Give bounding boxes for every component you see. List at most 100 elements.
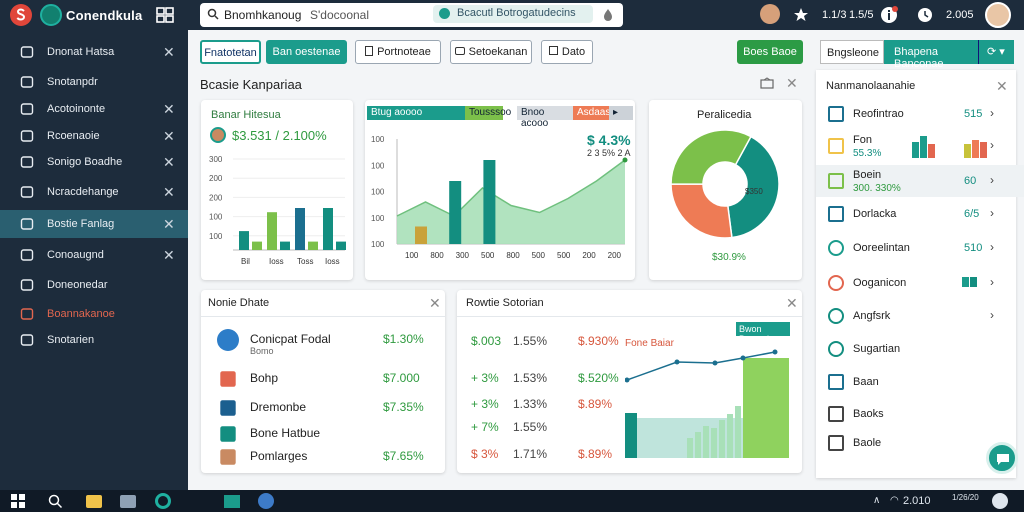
legend-chip-1[interactable]: Btug aoooo	[367, 106, 465, 120]
avatar-icon	[217, 329, 239, 351]
primary-action-button[interactable]: Boes Baoe	[737, 40, 803, 64]
data-point	[622, 157, 628, 163]
folder-icon[interactable]	[86, 495, 102, 508]
cell-rate: 1.33%	[513, 397, 548, 411]
notification-icon[interactable]	[992, 493, 1008, 509]
close-icon[interactable]: ✕	[163, 44, 175, 60]
calendar-icon[interactable]	[224, 495, 240, 508]
panel-row-5[interactable]: Ooreelintan 510 ›	[816, 232, 1024, 264]
search-icon[interactable]	[47, 493, 63, 509]
chevron-right-icon[interactable]: ›	[990, 138, 994, 152]
grid-icon[interactable]	[156, 6, 174, 24]
panel-row-8[interactable]: Sugartian	[816, 333, 1024, 365]
chevron-right-icon[interactable]: ›	[990, 106, 994, 120]
sidebar-item-4[interactable]: Rcoenaoie ✕	[0, 122, 188, 150]
close-icon[interactable]: ✕	[163, 216, 175, 232]
search-filter-chip[interactable]: Bcacutl Botrogatudecins	[433, 5, 593, 23]
close-stats-right-icon[interactable]: ✕	[786, 295, 798, 311]
sidebar-item-11[interactable]: Snotarien	[0, 326, 188, 354]
calendar-icon	[548, 46, 558, 55]
panel-row-11[interactable]: Baole	[816, 427, 1024, 459]
logo-icon[interactable]	[10, 4, 32, 26]
sidebar-item-1[interactable]: Dnonat Hatsa ✕	[0, 38, 188, 66]
toolbar-button-5[interactable]: Dato	[541, 40, 593, 64]
close-section-icon[interactable]: ✕	[786, 75, 798, 91]
toolbar-button-1[interactable]: Fnatotetan	[200, 40, 261, 64]
panel-row-10[interactable]: Baoks	[816, 398, 1024, 430]
panel-row-9[interactable]: Baan	[816, 366, 1024, 398]
list-item[interactable]: Bone Hatbue	[201, 424, 445, 448]
user-avatar[interactable]	[985, 2, 1011, 28]
close-panel-icon[interactable]: ✕	[996, 78, 1008, 94]
close-icon[interactable]: ✕	[163, 184, 175, 200]
close-icon[interactable]: ✕	[163, 128, 175, 144]
chart-badge[interactable]: Bwon Bossodts	[736, 322, 790, 344]
clock-icon[interactable]	[916, 6, 934, 24]
legend-chip-2[interactable]: Tousssoo	[465, 106, 511, 120]
chart-bar-icon	[828, 138, 844, 154]
toolbar-button-3[interactable]: Portnoteae	[355, 40, 441, 64]
list-item[interactable]: Bohp $7.000	[201, 369, 445, 393]
sidebar-item-label: Rcoenaoie	[47, 130, 100, 142]
pie-slice	[670, 183, 733, 239]
list-item[interactable]: Dremonbe $7.35%	[201, 398, 445, 422]
legend-chip-5[interactable]: ▸	[609, 106, 633, 120]
legend-chip-3[interactable]: Bnoo acooo	[517, 106, 573, 129]
search-input[interactable]	[224, 7, 424, 23]
chevron-right-icon[interactable]: ›	[990, 308, 994, 322]
panel-row-2[interactable]: Fon 55.3% ›	[816, 130, 1024, 162]
panel-action-button[interactable]: Bhapena Banconae	[884, 40, 978, 70]
panel-row-1[interactable]: Reofintrao 515 ›	[816, 98, 1024, 130]
star-icon[interactable]	[792, 6, 810, 24]
close-icon[interactable]: ✕	[163, 154, 175, 170]
close-stats-left-icon[interactable]: ✕	[429, 295, 441, 311]
chevron-right-icon[interactable]: ›	[990, 275, 994, 289]
panel-row-4[interactable]: Dorlacka 6/5 ›	[816, 198, 1024, 230]
sidebar-item-10[interactable]: Boannakanoe	[0, 300, 188, 328]
sidebar-item-2[interactable]: Snotanpdr	[0, 68, 188, 96]
avatar-small[interactable]	[760, 4, 780, 24]
tray-chevron-icon[interactable]: ∧	[873, 495, 881, 506]
list-item[interactable]: Pomlarges $7.65%	[201, 447, 445, 471]
sidebar-item-9[interactable]: Doneonedar	[0, 271, 188, 299]
pie-chart: $350	[670, 129, 780, 239]
search-bar[interactable]: S'docoonal Bcacutl Botrogatudecins	[200, 3, 623, 27]
sidebar-item-8[interactable]: Conoaugnd ✕	[0, 241, 188, 269]
chevron-right-icon[interactable]: ›	[990, 173, 994, 187]
panel-row-label: Fon	[853, 134, 872, 146]
sidebar-item-3[interactable]: Acotoinonte ✕	[0, 95, 188, 123]
cell-amount: $.520%	[578, 371, 619, 385]
chevron-right-icon[interactable]: ›	[990, 240, 994, 254]
close-icon[interactable]: ✕	[163, 247, 175, 263]
sidebar-item-7[interactable]: Bostie Fanlag ✕	[0, 210, 188, 238]
wifi-icon[interactable]: ◠	[890, 495, 899, 506]
panel-row-3[interactable]: Boein 300. 330% 60 ›	[816, 165, 1024, 197]
panel-row-sub: 300. 330%	[853, 183, 901, 194]
chat-fab[interactable]	[986, 442, 1018, 474]
panel-row-7[interactable]: Angfsrk ›	[816, 300, 1024, 332]
folder-icon	[20, 155, 34, 169]
windows-icon[interactable]	[10, 493, 26, 509]
list-item-value: $7.35%	[383, 400, 424, 414]
chevron-right-icon[interactable]: ›	[990, 206, 994, 220]
info-icon[interactable]	[880, 6, 898, 24]
x-tick-label: 500	[557, 251, 571, 260]
edge-icon[interactable]	[258, 493, 274, 509]
tab-bngsleone[interactable]: Bngsleone	[820, 40, 884, 64]
share-icon[interactable]	[760, 77, 774, 92]
panel-row-6[interactable]: Ooganicon ›	[816, 267, 1024, 299]
flower-icon	[220, 371, 236, 387]
close-icon[interactable]: ✕	[163, 101, 175, 117]
legend-chip-4[interactable]: Asdaasar	[573, 106, 619, 120]
toolbar-button-4[interactable]: Setoekanan	[450, 40, 532, 64]
bar	[252, 241, 262, 250]
sidebar-item-5[interactable]: Sonigo Boadhe ✕	[0, 148, 188, 176]
app-icon[interactable]	[120, 495, 136, 508]
toolbar-button-2[interactable]: Ban oestenae	[266, 40, 347, 64]
sidebar-item-label: Snotanpdr	[47, 76, 98, 88]
mic-icon[interactable]	[602, 8, 614, 25]
panel-dropdown[interactable]: ⟳ ▾	[978, 40, 1014, 64]
sidebar-item-6[interactable]: Ncracdehange ✕	[0, 178, 188, 206]
list-item[interactable]: Conicpat Fodal Bomo $1.30%	[201, 329, 445, 356]
browser-icon[interactable]	[155, 493, 171, 509]
